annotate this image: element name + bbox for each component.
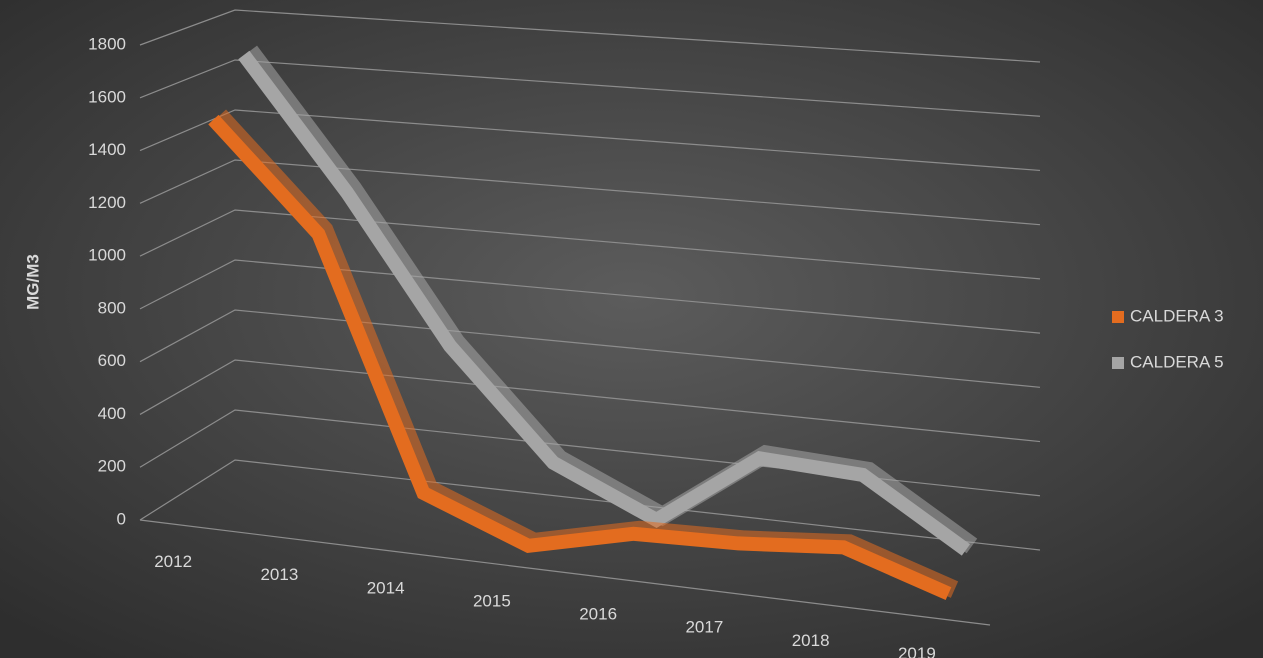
grid-line — [139, 59, 1041, 117]
series-line — [238, 50, 971, 556]
y-tick-label: 600 — [98, 351, 126, 370]
y-axis-title: MG/M3 — [23, 254, 42, 310]
y-tick-label: 200 — [98, 457, 126, 476]
y-tick-label: 1200 — [88, 193, 126, 212]
x-tick-label: 2017 — [685, 618, 723, 637]
grid-line — [139, 309, 1041, 388]
x-tick-label: 2018 — [792, 631, 830, 650]
x-tick-label: 2013 — [260, 565, 298, 584]
grid-line — [139, 9, 1041, 63]
series-line — [208, 114, 952, 601]
legend-swatch — [1112, 311, 1124, 323]
x-tick-label: 2012 — [154, 552, 192, 571]
grid-line — [139, 459, 1041, 551]
grid-line — [139, 209, 1041, 280]
legend-label: CALDERA 3 — [1130, 306, 1224, 325]
floor-edge — [139, 519, 991, 626]
x-tick-label: 2015 — [473, 591, 511, 610]
y-tick-label: 1600 — [88, 87, 126, 106]
y-tick-label: 800 — [98, 298, 126, 317]
x-tick-label: 2019 — [898, 644, 936, 658]
y-tick-label: 1800 — [88, 34, 126, 53]
y-tick-label: 1000 — [88, 246, 126, 265]
legend-swatch — [1112, 357, 1124, 369]
legend-label: CALDERA 5 — [1130, 352, 1224, 371]
y-tick-label: 1400 — [88, 140, 126, 159]
grid-line — [139, 259, 1041, 334]
y-tick-label: 400 — [98, 404, 126, 423]
grid-line — [139, 109, 1041, 172]
x-tick-label: 2014 — [367, 578, 405, 597]
x-tick-label: 2016 — [579, 605, 617, 624]
grid-line — [139, 159, 1041, 226]
y-tick-label: 0 — [117, 509, 126, 528]
grid-line — [139, 359, 1041, 443]
